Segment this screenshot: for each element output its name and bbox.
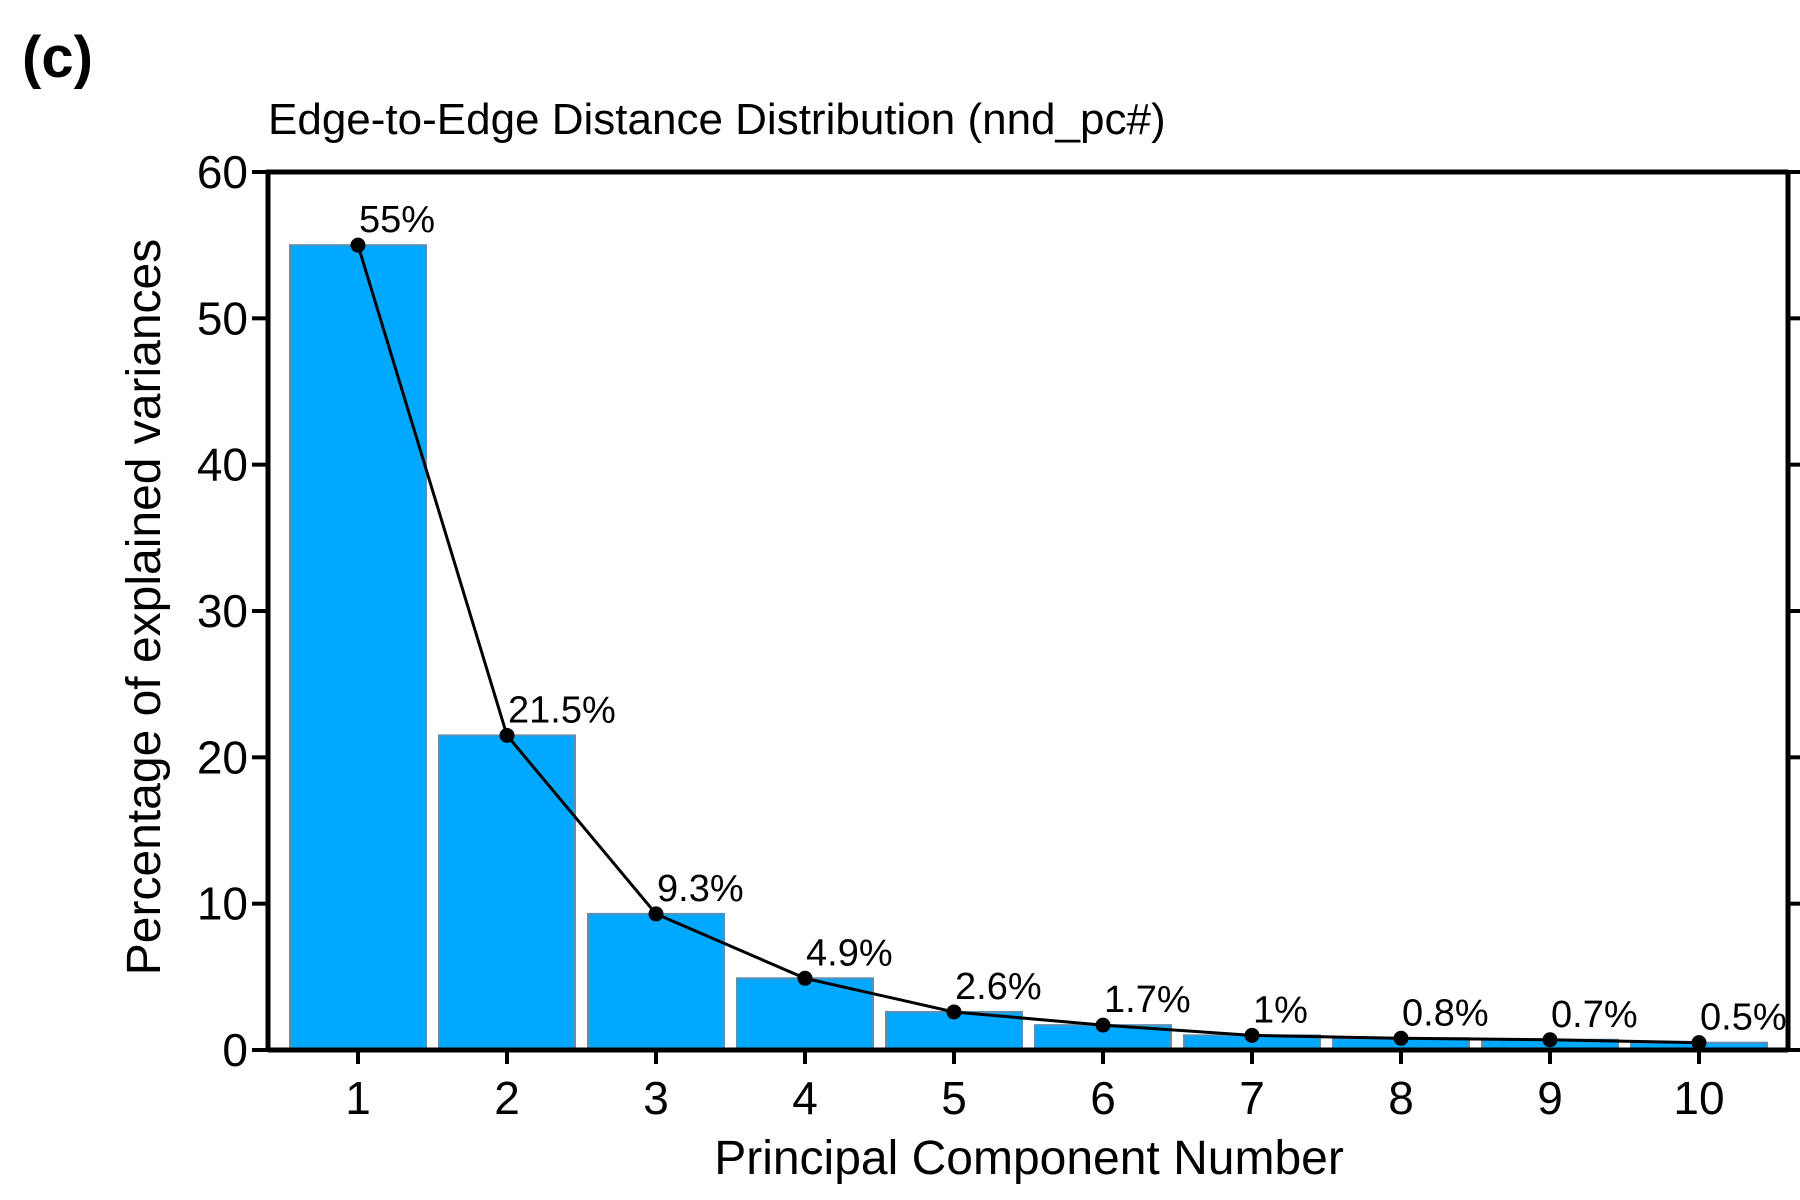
value-label-5: 2.6%: [955, 966, 1042, 1008]
point-2: [499, 727, 515, 743]
value-label-1: 55%: [359, 199, 435, 241]
y-tick-label-10: 10: [197, 878, 248, 930]
point-9: [1542, 1032, 1558, 1048]
y-tick-label-30: 30: [197, 585, 248, 637]
chart-title: Edge-to-Edge Distance Distribution (nnd_…: [268, 95, 1166, 144]
value-label-3: 9.3%: [657, 868, 744, 910]
x-tick-label-2: 2: [494, 1072, 520, 1124]
panel-label: (c): [22, 25, 93, 90]
y-tick-label-50: 50: [197, 292, 248, 344]
x-tick-label-7: 7: [1239, 1072, 1265, 1124]
points-layer: [350, 237, 1707, 1051]
point-7: [1244, 1027, 1260, 1043]
bar-3: [587, 912, 725, 1051]
y-tick-label-0: 0: [222, 1024, 248, 1076]
value-label-6: 1.7%: [1104, 979, 1191, 1021]
bar-1: [289, 244, 427, 1051]
y-tick-label-40: 40: [197, 439, 248, 491]
series-line: [356, 244, 1700, 1045]
ticks-layer: 0 10 20 30 40 50 60 1 2 3 4 5 6 7 8 9 10: [197, 146, 1800, 1124]
y-axis-title: Percentage of explained variances: [118, 239, 171, 975]
x-axis-title: Principal Component Number: [714, 1132, 1344, 1185]
x-tick-label-5: 5: [941, 1072, 967, 1124]
point-5: [946, 1004, 962, 1020]
value-label-8: 0.8%: [1402, 992, 1489, 1034]
x-tick-label-10: 10: [1673, 1072, 1724, 1124]
x-tick-label-1: 1: [345, 1072, 371, 1124]
bar-4: [736, 977, 874, 1052]
x-tick-label-9: 9: [1537, 1072, 1563, 1124]
point-1: [350, 237, 366, 253]
y-tick-label-60: 60: [197, 146, 248, 198]
x-tick-label-3: 3: [643, 1072, 669, 1124]
value-label-7: 1%: [1253, 989, 1308, 1031]
point-6: [1095, 1017, 1111, 1033]
x-tick-label-6: 6: [1090, 1072, 1116, 1124]
value-label-2: 21.5%: [508, 689, 616, 731]
point-3: [648, 906, 664, 922]
bar-2: [438, 734, 576, 1052]
y-tick-label-20: 20: [197, 731, 248, 783]
point-10: [1691, 1035, 1707, 1051]
value-label-4: 4.9%: [806, 932, 893, 974]
x-tick-label-4: 4: [792, 1072, 818, 1124]
value-label-10: 0.5%: [1700, 997, 1787, 1039]
point-8: [1393, 1030, 1409, 1046]
bars-layer: [289, 244, 1768, 1052]
value-label-9: 0.7%: [1551, 994, 1638, 1036]
value-labels-layer: 55% 21.5% 9.3% 4.9% 2.6% 1.7% 1% 0.8% 0.7% 0.5%: [359, 199, 1787, 1039]
point-4: [797, 970, 813, 986]
line-layer: [356, 244, 1700, 1045]
x-tick-label-8: 8: [1388, 1072, 1414, 1124]
